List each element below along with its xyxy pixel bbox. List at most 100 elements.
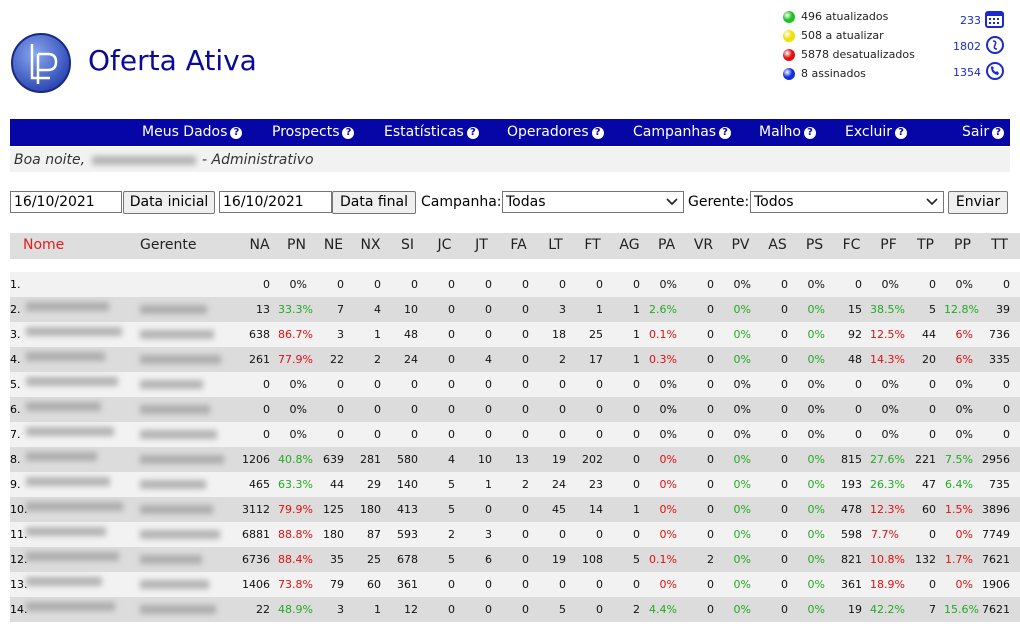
table-cell: 0 bbox=[337, 278, 344, 291]
table-cell: 0% bbox=[659, 528, 677, 541]
column-header: Gerente bbox=[140, 237, 197, 253]
end-date[interactable]: 16/10/2021 bbox=[219, 191, 332, 213]
table-cell: 180 bbox=[323, 528, 344, 541]
table-cell: 0% bbox=[807, 578, 825, 591]
help-icon[interactable]: ? bbox=[992, 127, 1005, 139]
table-cell: 0 bbox=[929, 428, 936, 441]
table-cell: 86.7% bbox=[278, 328, 313, 341]
blurred-name bbox=[26, 302, 109, 311]
table-cell: 0 bbox=[596, 603, 603, 616]
column-header: NE bbox=[323, 237, 344, 253]
nav-label[interactable]: Prospects bbox=[272, 124, 340, 140]
table-cell: 0% bbox=[881, 278, 899, 291]
table-cell: 0 bbox=[781, 328, 788, 341]
table-cell: 7749 bbox=[982, 528, 1010, 541]
table-cell: 0 bbox=[633, 578, 640, 591]
start-button[interactable]: Data inicial bbox=[123, 191, 215, 214]
table-cell: 0 bbox=[263, 378, 270, 391]
table-cell: 0% bbox=[807, 303, 825, 316]
nav-item[interactable]: Meus Dados? bbox=[142, 124, 243, 140]
nav-label[interactable]: Malho bbox=[759, 124, 801, 140]
table-cell: 261 bbox=[249, 353, 270, 366]
campaign-label: Campanha: bbox=[421, 194, 502, 210]
table-cell: 2 bbox=[448, 528, 455, 541]
help-icon[interactable]: ? bbox=[591, 127, 604, 139]
help-icon[interactable]: ? bbox=[895, 127, 907, 139]
column-header: NX bbox=[360, 237, 381, 253]
table-cell: 0 bbox=[781, 353, 788, 366]
table-cell: 0 bbox=[485, 578, 492, 591]
help-icon[interactable]: ? bbox=[342, 127, 355, 139]
nav-item[interactable]: Estatísticas? bbox=[384, 124, 479, 140]
start-date[interactable]: 16/10/2021 bbox=[10, 191, 122, 213]
table-cell: 0 bbox=[522, 378, 529, 391]
table-cell: 0 bbox=[707, 578, 714, 591]
table-cell: 48 bbox=[404, 328, 418, 341]
status-dot bbox=[783, 68, 795, 80]
submit-button[interactable]: Enviar bbox=[948, 191, 1008, 214]
nav-label[interactable]: Operadores bbox=[507, 124, 589, 140]
manager-select[interactable]: Todos bbox=[750, 191, 944, 213]
table-cell: 0 bbox=[522, 503, 529, 516]
table-cell: 6% bbox=[955, 353, 973, 366]
nav-item[interactable]: Campanhas? bbox=[633, 124, 732, 140]
help-icon[interactable]: ? bbox=[466, 127, 479, 139]
nav-label[interactable]: Sair bbox=[962, 124, 990, 140]
table-cell: 18 bbox=[552, 328, 566, 341]
column-header: TP bbox=[917, 237, 934, 253]
counter-icons bbox=[985, 11, 1004, 80]
row-bg bbox=[10, 272, 1020, 297]
table-cell: 0% bbox=[733, 528, 751, 541]
table-cell: 0 bbox=[929, 278, 936, 291]
table-cell: 0 bbox=[337, 378, 344, 391]
help-icon[interactable]: ? bbox=[719, 127, 732, 139]
table-cell: 0 bbox=[1003, 378, 1010, 391]
table-cell: 0% bbox=[807, 478, 825, 491]
table-cell: 0 bbox=[633, 528, 640, 541]
table-cell: 5 bbox=[448, 553, 455, 566]
column-header: PN bbox=[287, 237, 306, 253]
table-cell: 0% bbox=[807, 503, 825, 516]
row-number: 2. bbox=[10, 303, 21, 316]
table-cell: 0 bbox=[411, 378, 418, 391]
nav-label[interactable]: Estatísticas bbox=[384, 124, 464, 140]
nav-label[interactable]: Meus Dados bbox=[142, 124, 228, 140]
table-cell: 0 bbox=[485, 603, 492, 616]
table-cell: 815 bbox=[841, 453, 862, 466]
table-cell: 0% bbox=[659, 278, 677, 291]
nav-label[interactable]: Excluir bbox=[845, 124, 892, 140]
table-cell: 88.8% bbox=[278, 528, 313, 541]
table-cell: 42.2% bbox=[870, 603, 905, 616]
blurred-name bbox=[26, 327, 122, 336]
nav-label[interactable]: Campanhas bbox=[633, 124, 717, 140]
table-cell: 0 bbox=[522, 403, 529, 416]
nav-item[interactable]: Sair? bbox=[962, 124, 1005, 140]
table-cell: 0% bbox=[881, 428, 899, 441]
table-cell: 0 bbox=[929, 378, 936, 391]
table-cell: 73.8% bbox=[278, 578, 313, 591]
table-cell: 0% bbox=[955, 403, 973, 416]
row-number: 13. bbox=[10, 578, 28, 591]
help-icon[interactable]: ? bbox=[804, 127, 816, 139]
nav-item[interactable]: Malho? bbox=[759, 124, 816, 140]
table-cell: 593 bbox=[397, 528, 418, 541]
table-cell: 23 bbox=[589, 478, 603, 491]
nav-item[interactable]: Excluir? bbox=[845, 124, 907, 140]
table-cell: 0 bbox=[596, 578, 603, 591]
nav-item[interactable]: Operadores? bbox=[507, 124, 604, 140]
table-cell: 0% bbox=[659, 503, 677, 516]
table-cell: 0% bbox=[659, 478, 677, 491]
table-cell: 0% bbox=[807, 378, 825, 391]
table-cell: 0 bbox=[485, 278, 492, 291]
end-button[interactable]: Data final bbox=[332, 191, 416, 214]
table-cell: 639 bbox=[323, 453, 344, 466]
campaign-select[interactable]: Todas bbox=[502, 191, 684, 213]
table-cell: 10.8% bbox=[870, 553, 905, 566]
help-icon[interactable]: ? bbox=[230, 127, 243, 139]
column-header: JT bbox=[475, 237, 488, 253]
table-cell: 0% bbox=[289, 428, 307, 441]
table-cell: 0% bbox=[733, 553, 751, 566]
table-cell: 40.8% bbox=[278, 453, 313, 466]
table-cell: 77.9% bbox=[278, 353, 313, 366]
nav-item[interactable]: Prospects? bbox=[272, 124, 355, 140]
